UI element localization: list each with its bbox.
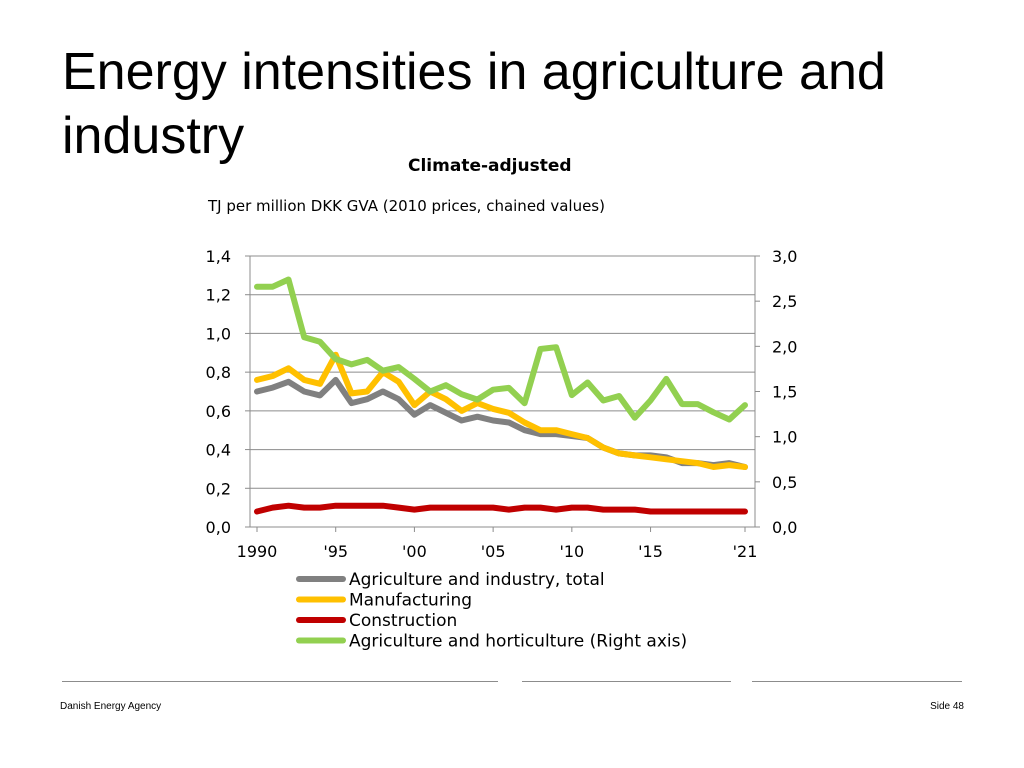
y-left-tick-label: 0,2 bbox=[206, 479, 231, 498]
footer-divider-right bbox=[752, 681, 962, 682]
x-tick-label: '05 bbox=[481, 542, 506, 561]
legend-label: Agriculture and horticulture (Right axis… bbox=[349, 632, 687, 652]
footer-divider-left bbox=[62, 681, 498, 682]
x-tick-label: '21 bbox=[733, 542, 758, 561]
series-line-construction bbox=[254, 502, 748, 515]
footer-page-number: Side 48 bbox=[930, 701, 964, 712]
slide-title: Energy intensities in agriculture and in… bbox=[62, 43, 886, 165]
y-right-tick-label: 2,0 bbox=[772, 337, 797, 356]
y-right-tick-label: 1,0 bbox=[772, 428, 797, 447]
y-left-tick-label: 0,6 bbox=[206, 402, 231, 421]
y-left-tick-label: 1,4 bbox=[206, 247, 231, 266]
x-tick-label: '10 bbox=[559, 542, 584, 561]
chart-subtitle: TJ per million DKK GVA (2010 prices, cha… bbox=[208, 197, 605, 215]
chart-title: Climate-adjusted bbox=[408, 156, 572, 176]
legend-label: Manufacturing bbox=[349, 591, 472, 611]
footer-organization: Danish Energy Agency bbox=[60, 701, 162, 712]
y-left-tick-label: 0,8 bbox=[206, 363, 231, 382]
x-tick-label: 1990 bbox=[237, 542, 278, 561]
y-right-tick-label: 0,5 bbox=[772, 473, 797, 492]
y-right-tick-label: 2,5 bbox=[772, 292, 797, 311]
legend-label: Construction bbox=[349, 611, 457, 631]
y-left-tick-label: 0,4 bbox=[206, 441, 231, 460]
series-line-agriculture-and-horticulture-right-axis bbox=[254, 276, 748, 423]
x-tick-label: '15 bbox=[638, 542, 663, 561]
y-right-tick-label: 0,0 bbox=[772, 518, 797, 537]
y-left-tick-label: 1,0 bbox=[206, 324, 231, 343]
legend-label: Agriculture and industry, total bbox=[349, 570, 605, 590]
x-tick-label: '95 bbox=[323, 542, 348, 561]
y-right-tick-label: 3,0 bbox=[772, 247, 797, 266]
y-right-tick-label: 1,5 bbox=[772, 383, 797, 402]
footer-divider-middle bbox=[522, 681, 731, 682]
y-left-tick-label: 1,2 bbox=[206, 286, 231, 305]
y-left-tick-label: 0,0 bbox=[206, 518, 231, 537]
x-tick-label: '00 bbox=[402, 542, 427, 561]
